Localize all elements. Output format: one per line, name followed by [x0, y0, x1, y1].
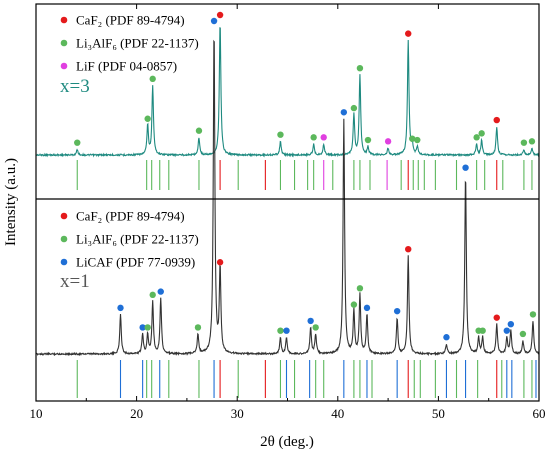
- legend-marker-top-lif: [60, 62, 68, 70]
- peak-marker-bottom-licaf: [503, 327, 511, 334]
- xrd-trace-top: [35, 27, 540, 158]
- x-tick-label-10: 10: [30, 406, 43, 421]
- peak-marker-bottom-licaf: [157, 288, 164, 295]
- x-tick-label-40: 40: [331, 406, 344, 421]
- peak-marker-top-li3alf6: [350, 104, 358, 112]
- x-tick-label-20: 20: [130, 406, 143, 421]
- peak-marker-bottom-li3alf6: [277, 327, 284, 334]
- peak-marker-bottom-li3alf6: [529, 311, 537, 318]
- peak-marker-bottom-li3alf6: [479, 327, 486, 334]
- peak-marker-top-li3alf6: [520, 139, 528, 146]
- peak-marker-bottom-licaf: [443, 334, 450, 341]
- peak-marker-bottom-li3alf6: [144, 324, 151, 331]
- peak-marker-top-li3alf6: [356, 65, 364, 72]
- peak-marker-bottom-caf2: [405, 246, 412, 253]
- reference-lines-layer: [76, 160, 537, 398]
- x-tick-label-30: 30: [231, 406, 244, 421]
- peak-marker-top-li3alf6: [277, 131, 284, 138]
- peak-marker-bottom-caf2: [493, 314, 500, 321]
- peak-marker-bottom-li3alf6: [149, 291, 156, 299]
- peak-marker-bottom-licaf: [462, 164, 469, 171]
- legend-text-bottom-licaf: LiCAF (PDF 77-0939): [76, 255, 195, 270]
- legend-text-top-li3alf6: Li₃AlF₆ (PDF 22-1137): [76, 36, 199, 51]
- legends-layer: CaF₂ (PDF 89-4794) Li₃AlF₆ (PDF 22-1137) L…: [60, 13, 199, 270]
- peak-marker-top-li3alf6: [310, 134, 317, 141]
- x-tick-label-60: 60: [533, 406, 546, 421]
- xrd-trace-bottom: [35, 39, 540, 357]
- peak-marker-bottom-licaf: [363, 304, 371, 312]
- x-axis-title: 2θ (deg.): [260, 434, 314, 450]
- peak-marker-top-li3alf6: [528, 138, 536, 145]
- peak-marker-bottom-licaf: [340, 109, 348, 116]
- panel-label-top: x=3: [60, 76, 90, 97]
- peak-marker-top-caf2: [405, 30, 412, 37]
- legend-text-top-lif: LiF (PDF 04-0857): [76, 59, 177, 74]
- peak-marker-top-li3alf6: [144, 115, 151, 122]
- peak-marker-top-li3alf6: [364, 136, 372, 144]
- legend-marker-bottom-li3alf6: [60, 235, 68, 243]
- peak-marker-top-li3alf6: [473, 134, 480, 141]
- legend-marker-top-caf2: [60, 16, 68, 24]
- peak-marker-top-lif: [320, 134, 327, 141]
- legend-text-bottom-caf2: CaF₂ (PDF 89-4794): [76, 209, 185, 224]
- peak-marker-bottom-licaf: [117, 304, 124, 312]
- peak-marker-top-li3alf6: [414, 136, 421, 144]
- traces-layer: [35, 27, 540, 357]
- legend-text-bottom-li3alf6: Li₃AlF₆ (PDF 22-1137): [76, 232, 199, 247]
- peak-marker-bottom-licaf: [139, 324, 146, 331]
- peak-marker-bottom-licaf: [283, 327, 290, 334]
- peak-marker-top-li3alf6: [409, 135, 416, 142]
- y-axis-title: Intensity (a.u.): [3, 158, 19, 246]
- peak-marker-bottom-licaf: [307, 317, 314, 325]
- legend-marker-bottom-caf2: [60, 212, 68, 220]
- peak-markers-layer: [74, 11, 537, 341]
- peak-marker-bottom-licaf: [507, 320, 515, 328]
- peak-marker-bottom-li3alf6: [356, 285, 364, 292]
- peak-marker-bottom-licaf: [210, 17, 218, 25]
- peak-marker-top-li3alf6: [195, 127, 203, 134]
- peak-marker-top-li3alf6: [74, 139, 81, 146]
- x-tick-label-50: 50: [432, 406, 445, 421]
- peak-marker-bottom-li3alf6: [519, 330, 527, 338]
- peak-marker-bottom-caf2: [216, 259, 224, 266]
- legend-marker-bottom-licaf: [60, 258, 68, 266]
- peak-marker-bottom-li3alf6: [312, 324, 319, 331]
- peak-marker-top-caf2: [493, 116, 500, 124]
- peak-marker-top-lif: [384, 138, 392, 145]
- peak-marker-bottom-li3alf6: [350, 301, 358, 308]
- peak-marker-bottom-licaf: [393, 307, 401, 315]
- peak-marker-top-li3alf6: [478, 130, 485, 137]
- panel-label-bottom: x=1: [60, 271, 90, 292]
- peak-marker-top-caf2: [216, 11, 224, 19]
- legend-text-top-caf2: CaF₂ (PDF 89-4794): [76, 13, 185, 28]
- x-ticks-layer: 10 20 30 40 50 60: [30, 4, 546, 421]
- peak-marker-bottom-li3alf6: [194, 324, 202, 331]
- legend-marker-top-li3alf6: [60, 39, 68, 47]
- peak-marker-top-li3alf6: [149, 75, 156, 83]
